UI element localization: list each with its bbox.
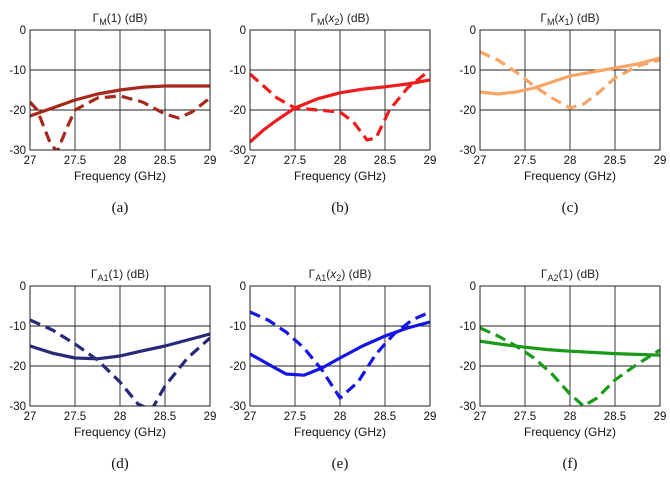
panel-caption: (a) bbox=[112, 200, 129, 216]
plot-frame bbox=[29, 29, 211, 151]
y-tick-label: -20 bbox=[459, 105, 476, 117]
x-tick-label: 28 bbox=[564, 411, 577, 423]
x-axis-label: Frequency (GHz) bbox=[294, 425, 386, 439]
x-tick-label: 27.5 bbox=[64, 155, 86, 167]
x-tick-label: 28.5 bbox=[604, 155, 626, 167]
x-tick-label: 27 bbox=[474, 155, 487, 167]
y-tick-label: -10 bbox=[229, 321, 246, 333]
chart-panel-a: ΓM(1) (dB) 27 27.5 28 28.5 29 0 -10 -20 -30 Freque… bbox=[9, 11, 216, 216]
x-tick-label: 29 bbox=[424, 155, 437, 167]
x-tick-label: 27 bbox=[244, 411, 257, 423]
x-axis-label: Frequency (GHz) bbox=[294, 169, 386, 183]
chart-panel-c: ΓM(x1) (dB) 27 27.5 28 28.5 29 0 -10 -20 -30 Frequ… bbox=[459, 11, 666, 216]
y-tick-label: -10 bbox=[459, 65, 476, 77]
panel-title: ΓM(x1) (dB) bbox=[540, 11, 599, 27]
y-tick-label: -30 bbox=[459, 145, 476, 157]
series-line-solid bbox=[480, 56, 660, 96]
x-tick-label: 28.5 bbox=[374, 411, 396, 423]
series-line-dashed bbox=[480, 50, 660, 110]
series-line-dashed bbox=[30, 94, 210, 150]
plot-frame bbox=[249, 29, 431, 151]
x-tick-label: 27 bbox=[244, 155, 257, 167]
x-tick-label: 29 bbox=[654, 411, 667, 423]
y-tick-label: 0 bbox=[240, 25, 246, 37]
x-axis-label: Frequency (GHz) bbox=[524, 169, 616, 183]
chart-panel-d: ΓA1(1) (dB) 27 27.5 28 28.5 29 0 -10 -20 -30 Frequ… bbox=[9, 267, 216, 472]
x-tick-label: 27 bbox=[474, 411, 487, 423]
y-tick-label: -30 bbox=[229, 145, 246, 157]
y-tick-label: -20 bbox=[459, 361, 476, 373]
series-line-dashed bbox=[250, 68, 430, 142]
y-tick-label: -20 bbox=[9, 105, 26, 117]
x-tick-label: 27.5 bbox=[284, 155, 306, 167]
y-tick-label: 0 bbox=[240, 281, 246, 293]
x-axis-label: Frequency (GHz) bbox=[74, 169, 166, 183]
panel-caption: (d) bbox=[111, 456, 129, 472]
x-tick-label: 27.5 bbox=[64, 411, 86, 423]
y-tick-label: -20 bbox=[9, 361, 26, 373]
x-tick-label: 28 bbox=[334, 411, 347, 423]
y-tick-label: -10 bbox=[459, 321, 476, 333]
x-tick-label: 27.5 bbox=[284, 411, 306, 423]
panel-title: ΓA1(x2) (dB) bbox=[309, 267, 372, 283]
x-tick-label: 28.5 bbox=[154, 155, 176, 167]
chart-panel-b: ΓM(x2) (dB) 27 27.5 28 28.5 29 0 -10 -20 -30 Frequ… bbox=[229, 11, 436, 216]
x-tick-label: 29 bbox=[654, 155, 667, 167]
x-tick-label: 28 bbox=[114, 411, 127, 423]
x-tick-label: 28 bbox=[564, 155, 577, 167]
chart-panel-e: ΓA1(x2) (dB) 27 27.5 28 28.5 29 0 -10 -20 -30 Freq… bbox=[229, 267, 436, 472]
y-tick-label: -30 bbox=[229, 401, 246, 413]
y-tick-label: 0 bbox=[20, 281, 26, 293]
y-tick-label: 0 bbox=[470, 25, 476, 37]
plot-frame bbox=[29, 285, 211, 407]
y-tick-label: -10 bbox=[229, 65, 246, 77]
series-line-solid bbox=[30, 332, 210, 361]
series-line-solid bbox=[250, 78, 430, 144]
y-tick-label: -30 bbox=[9, 401, 26, 413]
panel-caption: (f) bbox=[563, 456, 578, 472]
x-axis-label: Frequency (GHz) bbox=[524, 425, 616, 439]
y-tick-label: -10 bbox=[9, 321, 26, 333]
series-line-dashed bbox=[250, 310, 430, 400]
x-tick-label: 28.5 bbox=[154, 411, 176, 423]
y-tick-label: 0 bbox=[20, 25, 26, 37]
panel-title: ΓM(1) (dB) bbox=[93, 11, 148, 27]
x-tick-label: 27 bbox=[24, 155, 37, 167]
y-tick-label: -20 bbox=[229, 105, 246, 117]
panel-caption: (c) bbox=[562, 200, 579, 216]
x-tick-label: 27.5 bbox=[514, 411, 536, 423]
series-line-dashed bbox=[480, 326, 660, 406]
y-tick-label: -30 bbox=[459, 401, 476, 413]
plot-frame bbox=[479, 29, 661, 151]
x-tick-label: 29 bbox=[204, 411, 217, 423]
y-tick-label: -20 bbox=[229, 361, 246, 373]
series-line-solid bbox=[480, 339, 660, 357]
panel-caption: (e) bbox=[332, 456, 349, 472]
y-tick-label: -10 bbox=[9, 65, 26, 77]
x-tick-label: 28.5 bbox=[604, 411, 626, 423]
panel-title: ΓA2(1) (dB) bbox=[541, 267, 599, 283]
plot-frame bbox=[479, 285, 661, 407]
panel-caption: (b) bbox=[331, 200, 349, 216]
x-tick-label: 27 bbox=[24, 411, 37, 423]
x-tick-label: 28 bbox=[334, 155, 347, 167]
x-tick-label: 28 bbox=[114, 155, 127, 167]
x-axis-label: Frequency (GHz) bbox=[74, 425, 166, 439]
series-line-dashed bbox=[30, 318, 210, 406]
y-tick-label: 0 bbox=[470, 281, 476, 293]
chart-panel-f: ΓA2(1) (dB) 27 27.5 28 28.5 29 0 -10 -20 -30 Frequ… bbox=[459, 267, 666, 472]
x-tick-label: 28.5 bbox=[374, 155, 396, 167]
plot-frame bbox=[249, 285, 431, 407]
x-tick-label: 29 bbox=[204, 155, 217, 167]
panel-title: ΓA1(1) (dB) bbox=[91, 267, 149, 283]
x-tick-label: 27.5 bbox=[514, 155, 536, 167]
series-line-solid bbox=[30, 84, 210, 118]
x-tick-label: 29 bbox=[424, 411, 437, 423]
y-tick-label: -30 bbox=[9, 145, 26, 157]
panel-title: ΓM(x2) (dB) bbox=[310, 11, 369, 27]
